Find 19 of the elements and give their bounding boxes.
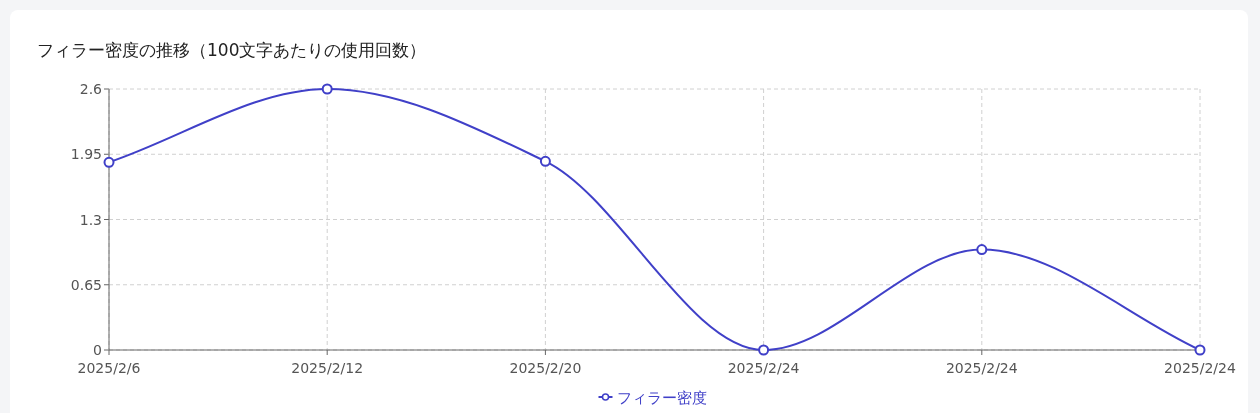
x-tick-label: 2025/2/24 [945, 360, 1018, 376]
legend-label: フィラー密度 [616, 389, 707, 407]
x-tick-label: 2025/2/24 [1164, 360, 1236, 376]
chart-title: フィラー密度の推移（100文字あたりの使用回数） [37, 40, 427, 60]
x-tick-label: 2025/2/20 [509, 360, 582, 376]
y-tick-label: 0 [93, 342, 102, 358]
x-tick-label: 2025/2/6 [77, 360, 141, 376]
point [103, 156, 115, 168]
y-tick-label: 2.6 [79, 81, 103, 97]
point [539, 155, 551, 167]
x-tick-label: 2025/2/24 [727, 360, 800, 376]
y-tick-label: 1.3 [79, 211, 102, 228]
point [758, 344, 770, 356]
point [321, 83, 333, 95]
y-tick-label: 0.65 [70, 276, 102, 293]
point [976, 244, 988, 256]
y-tick-label: 1.95 [70, 146, 102, 163]
point [1194, 344, 1206, 356]
x-tick-label: 2025/2/12 [291, 360, 364, 376]
